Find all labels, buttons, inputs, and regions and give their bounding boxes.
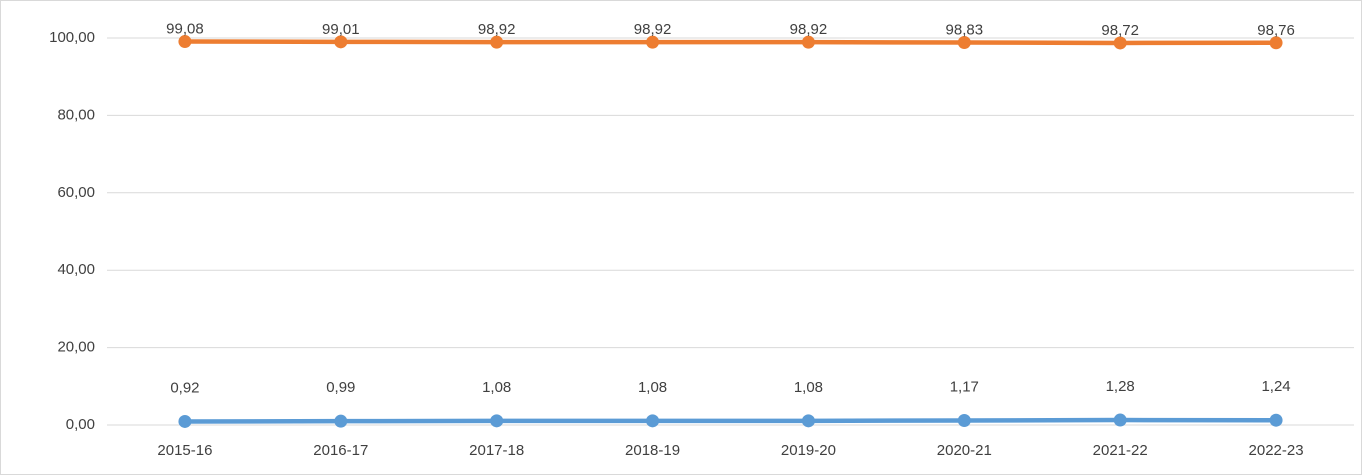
data-point	[646, 35, 660, 49]
data-point	[1113, 413, 1127, 427]
data-label: 98,92	[634, 21, 672, 38]
data-point	[334, 414, 348, 428]
data-point	[1113, 36, 1127, 50]
y-tick-label: 0,00	[66, 416, 95, 433]
series-line	[184, 39, 1277, 46]
x-tick-label: 2019-20	[781, 442, 836, 459]
x-tick-label: 2018-19	[625, 442, 680, 459]
data-point	[334, 35, 348, 49]
series-line	[184, 417, 1277, 424]
data-point	[957, 36, 971, 50]
data-label: 1,08	[794, 379, 823, 396]
data-label: 98,92	[790, 21, 828, 38]
data-label: 1,08	[482, 379, 511, 396]
data-point	[1269, 36, 1283, 50]
data-label: 0,99	[326, 379, 355, 396]
data-label: 1,28	[1106, 378, 1135, 395]
x-tick-label: 2021-22	[1093, 442, 1148, 459]
data-label: 1,24	[1261, 378, 1290, 395]
y-tick-label: 20,00	[57, 339, 95, 356]
y-tick-label: 40,00	[57, 261, 95, 278]
data-point	[178, 35, 192, 49]
x-tick-label: 2020-21	[937, 442, 992, 459]
data-label: 99,01	[322, 21, 360, 38]
y-tick-label: 60,00	[57, 184, 95, 201]
data-label: 98,92	[478, 21, 516, 38]
data-point	[801, 414, 815, 428]
y-tick-label: 80,00	[57, 106, 95, 123]
data-label: 99,08	[166, 21, 204, 38]
x-tick-label: 2015-16	[157, 442, 212, 459]
data-point	[1269, 413, 1283, 427]
x-tick-label: 2016-17	[313, 442, 368, 459]
data-label: 1,17	[950, 378, 979, 395]
data-point	[801, 35, 815, 49]
data-label: 98,83	[946, 21, 984, 38]
data-point	[490, 414, 504, 428]
y-tick-label: 100,00	[49, 29, 95, 46]
data-point	[646, 414, 660, 428]
data-point	[957, 413, 971, 427]
data-label: 1,08	[638, 379, 667, 396]
data-point	[490, 35, 504, 49]
x-tick-label: 2017-18	[469, 442, 524, 459]
data-point	[178, 414, 192, 428]
data-label: 98,76	[1257, 22, 1295, 39]
x-tick-label: 2022-23	[1249, 442, 1304, 459]
data-label: 98,72	[1101, 22, 1139, 39]
data-label: 0,92	[170, 379, 199, 396]
